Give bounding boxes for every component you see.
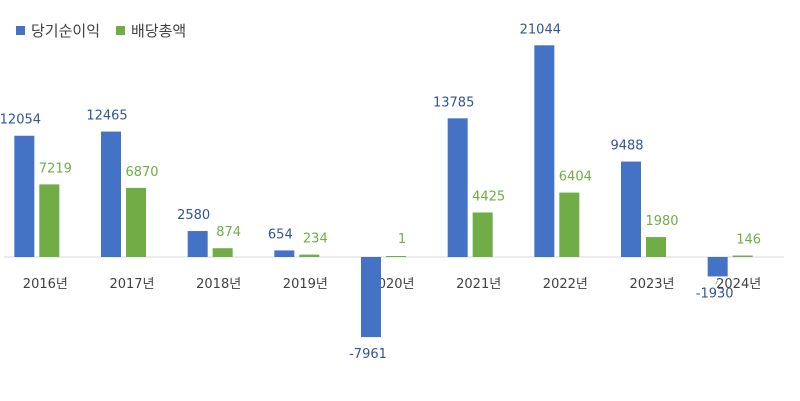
x-tick-label: 2017년 (109, 277, 154, 292)
bar-dividend (299, 254, 320, 257)
data-label-dividend: 1 (398, 232, 406, 247)
bar-net-income (621, 161, 641, 257)
bar-net-income (101, 131, 121, 257)
legend-swatch-dividend (116, 26, 126, 35)
bar-dividend (39, 184, 60, 257)
x-tick-label: 2023년 (629, 277, 674, 292)
x-tick-label: 2018년 (196, 277, 241, 292)
legend-label-net-income: 당기순이익 (31, 22, 101, 40)
legend-item-net-income: 당기순이익 (16, 20, 100, 41)
bar-dividend (212, 248, 233, 257)
data-label-net-income: 2580 (177, 208, 210, 223)
data-label-dividend: 874 (216, 225, 241, 240)
bar-net-income (187, 231, 208, 257)
data-label-net-income: -1930 (696, 286, 734, 301)
data-label-net-income: 13785 (433, 95, 474, 110)
bar-dividend (386, 256, 406, 257)
data-label-dividend: 4425 (472, 189, 505, 204)
x-tick-label: 2022년 (543, 277, 588, 292)
data-label-net-income: 654 (268, 227, 293, 242)
bar-net-income (361, 257, 381, 338)
data-label-dividend: 6870 (125, 165, 158, 180)
x-tick-label: 2021년 (456, 277, 501, 292)
data-label-net-income: 21044 (520, 22, 561, 37)
data-label-dividend: 1980 (645, 214, 678, 229)
x-tick-label: 2024년 (716, 277, 761, 292)
bar-dividend (126, 187, 146, 257)
data-label-dividend: 146 (736, 233, 761, 248)
bar-net-income (14, 135, 35, 257)
legend-swatch-net-income (16, 26, 25, 35)
bar-net-income (707, 257, 728, 277)
data-label-dividend: 7219 (39, 161, 72, 176)
bar-dividend (472, 212, 493, 257)
data-label-dividend: 234 (303, 232, 328, 247)
bar-net-income (447, 118, 468, 257)
bar-dividend (732, 255, 753, 257)
bar-net-income (534, 45, 555, 257)
data-label-net-income: 12054 (0, 113, 41, 128)
x-tick-label: 2016년 (23, 277, 68, 292)
chart-legend: 당기순이익 배당총액 (16, 20, 186, 41)
bar-net-income (274, 250, 295, 257)
bar-dividend (559, 192, 580, 257)
legend-item-dividend: 배당총액 (116, 20, 186, 41)
data-label-net-income: 9488 (610, 139, 643, 154)
legend-label-dividend: 배당총액 (131, 22, 187, 40)
data-label-net-income: 12465 (86, 109, 127, 124)
data-label-net-income: -7961 (349, 347, 387, 362)
leader-line (715, 280, 719, 285)
bar-dividend (646, 237, 666, 257)
x-tick-label: 2019년 (283, 277, 328, 292)
data-label-dividend: 6404 (559, 170, 592, 185)
